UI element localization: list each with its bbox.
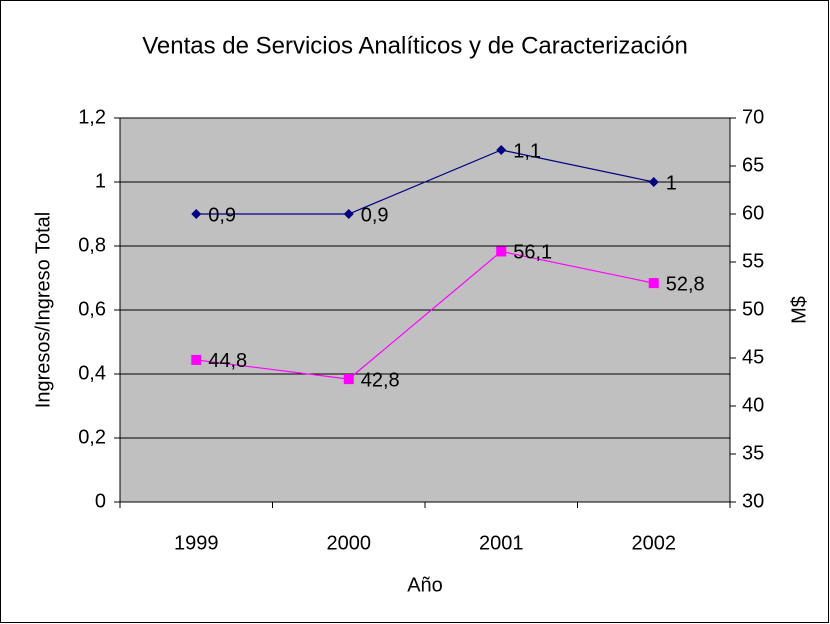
y-tick-label: 0,8 <box>78 234 106 256</box>
x-axis-label: Año <box>407 574 443 596</box>
marker <box>648 177 659 187</box>
y2-tick-label: 60 <box>742 202 764 224</box>
series-line <box>196 149 654 215</box>
y-tick-label: 0,2 <box>78 426 106 448</box>
y2-tick-label: 40 <box>742 394 764 416</box>
data-label: 56,1 <box>513 242 552 264</box>
marker <box>648 278 659 289</box>
y-axis-label: Ingresos/Ingreso Total <box>32 212 54 408</box>
marker <box>191 209 202 219</box>
x-tick-label: 2000 <box>327 532 372 554</box>
marker <box>496 246 507 257</box>
y-tick-label: 0,4 <box>78 362 106 384</box>
y-tick-label: 0,6 <box>78 298 106 320</box>
data-label: 0,9 <box>208 204 236 226</box>
series-line <box>196 250 654 380</box>
y2-tick-label: 30 <box>742 490 764 512</box>
data-label: 1,1 <box>513 140 541 162</box>
y-tick-label: 1,2 <box>78 106 106 128</box>
data-label: 52,8 <box>666 273 705 295</box>
marker <box>343 209 354 219</box>
marker <box>191 354 202 365</box>
marker <box>343 374 354 385</box>
y2-tick-label: 55 <box>742 250 764 272</box>
data-label: 42,8 <box>361 369 400 391</box>
data-label: 44,8 <box>208 350 247 372</box>
x-tick-label: 2001 <box>479 532 524 554</box>
data-label: 0,9 <box>361 204 389 226</box>
y2-tick-label: 70 <box>742 106 764 128</box>
y-tick-label: 1 <box>95 170 106 192</box>
y2-axis-label: M$ <box>788 296 810 324</box>
chart-title: Ventas de Servicios Analíticos y de Cara… <box>142 32 688 59</box>
data-label: 1 <box>666 172 677 194</box>
y-tick-label: 0 <box>95 490 106 512</box>
x-tick-label: 1999 <box>174 532 219 554</box>
y2-tick-label: 35 <box>742 442 764 464</box>
x-tick-label: 2002 <box>632 532 677 554</box>
marker <box>496 145 507 155</box>
y2-tick-label: 45 <box>742 346 764 368</box>
y2-tick-label: 65 <box>742 154 764 176</box>
y2-tick-label: 50 <box>742 298 764 320</box>
